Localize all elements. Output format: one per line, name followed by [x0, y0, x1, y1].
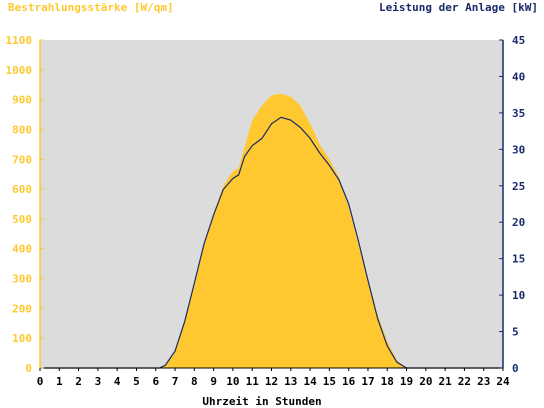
x-axis-tick-label: 1 — [56, 375, 63, 388]
right-axis-tick-label: 35 — [512, 107, 525, 120]
x-axis-tick-label: 23 — [477, 375, 490, 388]
x-axis-tick-label: 17 — [361, 375, 374, 388]
left-axis-tick-label: 100 — [12, 332, 32, 345]
x-axis-tick-label: 3 — [95, 375, 102, 388]
right-axis-tick-label: 5 — [512, 326, 519, 339]
left-axis-tick-label: 1000 — [6, 64, 33, 77]
x-axis-tick-label: 22 — [458, 375, 471, 388]
x-axis-tick-label: 6 — [152, 375, 159, 388]
right-axis-tick-label: 20 — [512, 216, 525, 229]
x-axis-title: Uhrzeit in Stunden — [202, 395, 321, 408]
left-axis-tick-label: 200 — [12, 302, 32, 315]
x-axis-tick-label: 0 — [37, 375, 44, 388]
x-axis-tick-label: 24 — [496, 375, 510, 388]
power-line — [40, 116, 503, 369]
right-axis-title: Leistung der Anlage [kW] — [379, 1, 538, 14]
right-axis-tick-label: 45 — [512, 34, 525, 47]
left-axis-tick-label: 800 — [12, 123, 32, 136]
x-axis-tick-label: 21 — [439, 375, 453, 388]
x-axis-tick-label: 10 — [226, 375, 239, 388]
left-axis-tick-label: 700 — [12, 153, 32, 166]
x-axis-tick-label: 16 — [342, 375, 356, 388]
x-axis-tick-label: 7 — [172, 375, 179, 388]
right-axis-tick-label: 0 — [512, 362, 519, 375]
left-axis-tick-label: 300 — [12, 273, 32, 286]
left-axis-tick-label: 600 — [12, 183, 32, 196]
x-axis-tick-label: 12 — [265, 375, 278, 388]
left-axis-tick-label: 400 — [12, 243, 32, 256]
series-layer — [40, 93, 503, 369]
right-axis-tick-label: 15 — [512, 253, 525, 266]
x-axis-tick-label: 18 — [381, 375, 394, 388]
x-axis-tick-label: 19 — [400, 375, 413, 388]
left-axis-tick-label: 1100 — [6, 34, 33, 47]
x-axis-tick-label: 4 — [114, 375, 121, 388]
right-axis-tick-label: 30 — [512, 143, 525, 156]
ticks-layer: 0100200300400500600700800900100011000510… — [6, 34, 526, 388]
x-axis-tick-label: 2 — [75, 375, 82, 388]
x-axis-tick-label: 14 — [303, 375, 317, 388]
irradiance-area — [40, 93, 503, 368]
left-axis-tick-label: 900 — [12, 94, 32, 107]
left-axis-tick-label: 0 — [25, 362, 32, 375]
right-axis-tick-label: 25 — [512, 180, 525, 193]
x-axis-tick-label: 15 — [323, 375, 336, 388]
x-axis-tick-label: 9 — [210, 375, 217, 388]
x-axis-tick-label: 5 — [133, 375, 140, 388]
x-axis-tick-label: 13 — [284, 375, 297, 388]
right-axis-tick-label: 10 — [512, 289, 525, 302]
right-axis-tick-label: 40 — [512, 70, 525, 83]
left-axis-tick-label: 500 — [12, 213, 32, 226]
x-axis-tick-label: 8 — [191, 375, 198, 388]
x-axis-tick-label: 20 — [419, 375, 432, 388]
left-axis-title: Bestrahlungsstärke [W/qm] — [8, 1, 174, 14]
x-axis-tick-label: 11 — [246, 375, 260, 388]
